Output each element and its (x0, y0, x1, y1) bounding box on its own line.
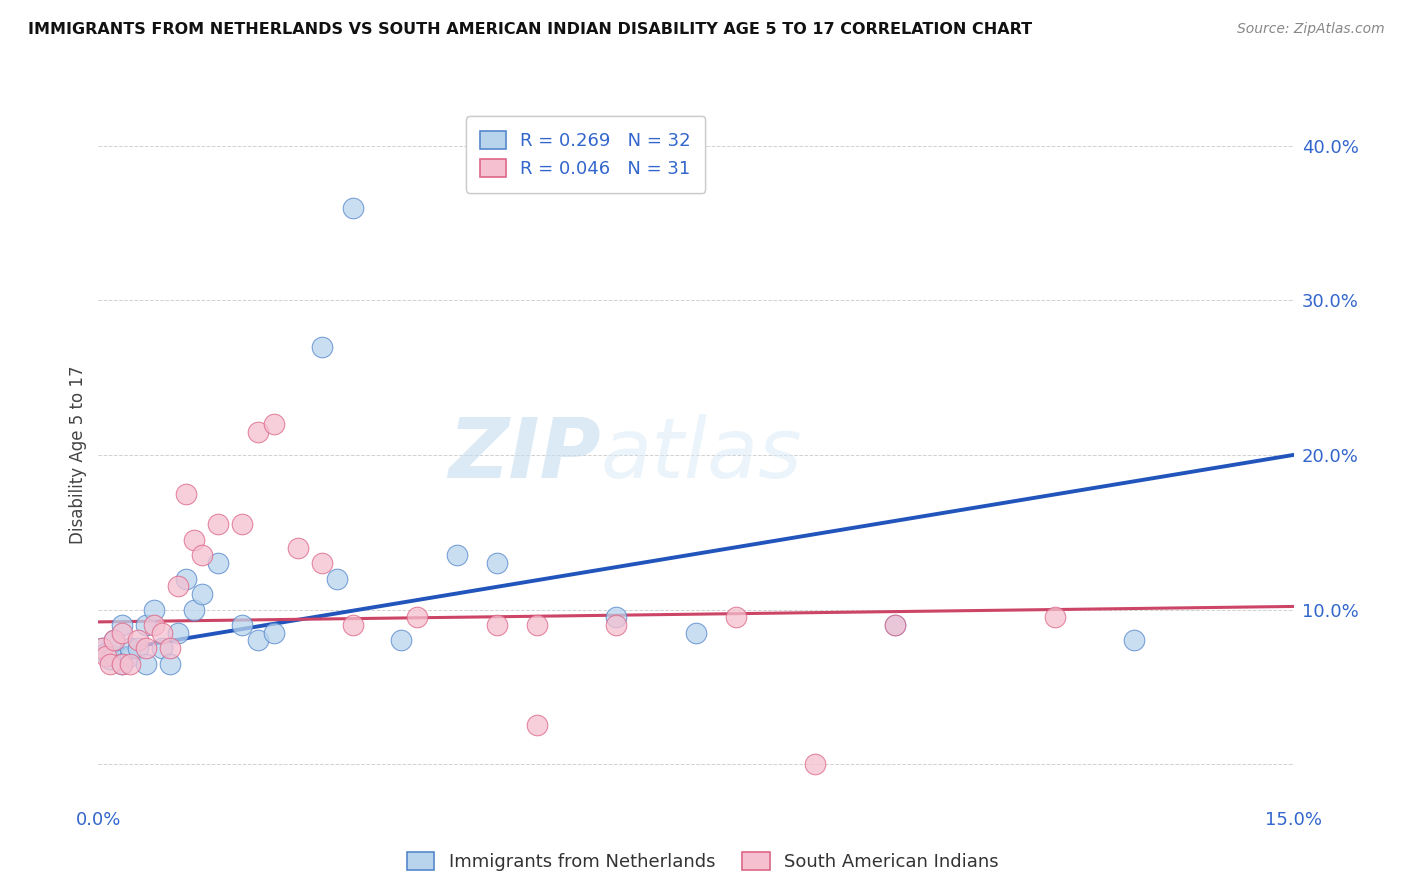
Point (526, 618, 548, 632)
Point (207, 556, 229, 570)
Point (342, 618, 364, 632)
Point (91, 641, 114, 656)
Point (135, 657, 157, 671)
Point (183, 533, 205, 547)
Point (287, 541, 309, 555)
Point (135, 641, 157, 656)
Point (311, 556, 333, 570)
Point (143, 618, 166, 632)
Point (159, 657, 181, 671)
Text: IMMIGRANTS FROM NETHERLANDS VS SOUTH AMERICAN INDIAN DISABILITY AGE 5 TO 17 CORR: IMMIGRANTS FROM NETHERLANDS VS SOUTH AME… (28, 22, 1032, 37)
Point (191, 549, 214, 563)
Point (526, 718, 548, 732)
Legend: Immigrants from Netherlands, South American Indians: Immigrants from Netherlands, South Ameri… (401, 845, 1005, 879)
Point (446, 549, 468, 563)
Point (167, 625, 190, 640)
Point (406, 610, 429, 624)
Point (1123, 633, 1146, 648)
Point (96, 648, 118, 663)
Text: atlas: atlas (600, 415, 801, 495)
Point (191, 587, 214, 601)
Point (605, 618, 627, 632)
Point (231, 618, 253, 632)
Point (485, 618, 508, 632)
Point (884, 618, 907, 632)
Y-axis label: Disability Age 5 to 17: Disability Age 5 to 17 (69, 366, 87, 544)
Point (685, 625, 707, 640)
Point (111, 618, 134, 632)
Point (120, 657, 142, 671)
Point (485, 556, 508, 570)
Point (111, 625, 134, 640)
Point (120, 648, 142, 663)
Point (174, 486, 197, 500)
Point (174, 572, 197, 586)
Legend: R = 0.269   N = 32, R = 0.046   N = 31: R = 0.269 N = 32, R = 0.046 N = 31 (465, 116, 706, 193)
Point (326, 572, 349, 586)
Point (111, 657, 134, 671)
Point (103, 648, 125, 663)
Point (98, 652, 122, 666)
Point (103, 633, 125, 648)
Point (246, 633, 269, 648)
Point (1043, 610, 1066, 624)
Point (159, 641, 181, 656)
Point (103, 633, 125, 648)
Point (183, 602, 205, 616)
Point (804, 757, 827, 772)
Point (150, 641, 173, 656)
Point (150, 625, 173, 640)
Point (127, 633, 149, 648)
Point (167, 579, 190, 593)
Point (91, 641, 114, 656)
Point (143, 602, 166, 616)
Point (135, 618, 157, 632)
Point (231, 517, 253, 532)
Point (207, 517, 229, 532)
Point (605, 610, 627, 624)
Text: ZIP: ZIP (447, 415, 600, 495)
Point (98, 657, 122, 671)
Point (884, 618, 907, 632)
Point (246, 425, 269, 439)
Point (724, 610, 747, 624)
Point (120, 641, 142, 656)
Point (111, 657, 134, 671)
Point (342, 201, 364, 215)
Point (389, 633, 412, 648)
Point (263, 625, 285, 640)
Point (96, 646, 118, 660)
Point (263, 417, 285, 431)
Text: Source: ZipAtlas.com: Source: ZipAtlas.com (1237, 22, 1385, 37)
Point (311, 340, 333, 354)
Point (127, 641, 149, 656)
